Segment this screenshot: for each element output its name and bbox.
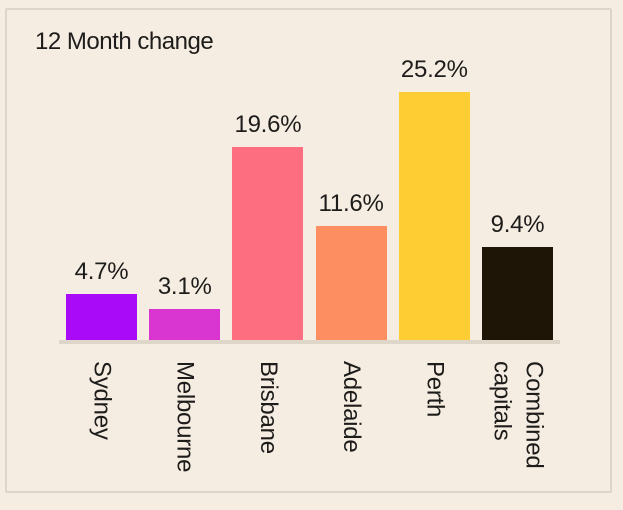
- chart-title: 12 Month change: [35, 28, 214, 55]
- value-label-melbourne: 3.1%: [157, 273, 212, 301]
- bar-brisbane: [232, 147, 304, 340]
- bar-adelaide: [315, 225, 387, 340]
- category-label-melbourne: Melbourne: [171, 361, 199, 473]
- bar-combined-capitals: [482, 247, 553, 340]
- bar-sydney: [66, 293, 137, 340]
- category-label-combined-capitals: Combined capitals: [488, 361, 548, 469]
- value-label-brisbane: 19.6%: [234, 111, 302, 139]
- x-axis-line: [59, 340, 560, 344]
- category-label-adelaide: Adelaide: [338, 361, 366, 453]
- category-label-sydney: Sydney: [88, 361, 116, 440]
- value-label-adelaide: 11.6%: [318, 189, 384, 217]
- value-label-perth: 25.2%: [400, 56, 468, 83]
- category-label-perth: Perth: [421, 361, 449, 418]
- bar-melbourne: [149, 309, 221, 340]
- value-label-combined-capitals: 9.4%: [490, 211, 545, 239]
- category-label-brisbane: Brisbane: [254, 361, 282, 454]
- bar-perth: [398, 92, 470, 340]
- value-label-sydney: 4.7%: [74, 257, 129, 285]
